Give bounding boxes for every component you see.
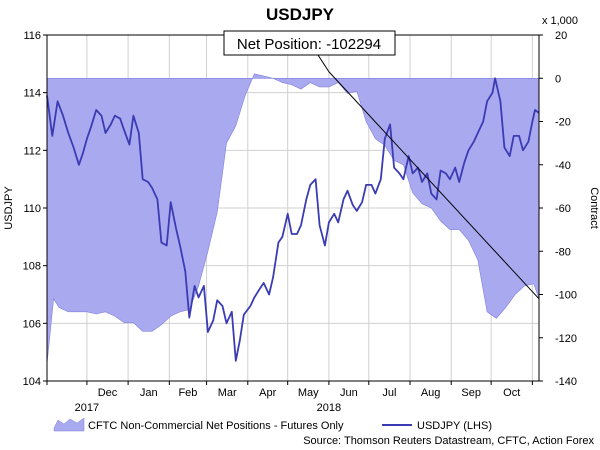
right-axis-label: Contract	[588, 187, 600, 229]
right-tick-label: -120	[555, 333, 577, 345]
left-tick-label: 116	[23, 30, 41, 42]
right-tick-label: -100	[555, 290, 577, 302]
right-tick-label: 20	[555, 30, 567, 42]
left-tick-label: 106	[23, 318, 41, 330]
series-usdjpy-line	[46, 77, 540, 362]
x-tick-label: Sep	[461, 387, 481, 399]
x-tick-label: Jul	[382, 387, 396, 399]
right-tick-label: 0	[555, 73, 561, 85]
callout-pointer	[317, 54, 330, 73]
left-tick-label: 104	[23, 376, 41, 388]
left-tick-label: 112	[23, 145, 41, 157]
legend-line-label: USDJPY (LHS)	[417, 420, 492, 432]
series-net-positions-area	[46, 73, 540, 364]
callout-box	[223, 30, 396, 56]
left-axis-label: USDJPY	[3, 186, 15, 230]
legend: CFTC Non-Commercial Net Positions - Futu…	[53, 417, 492, 432]
left-tick-label: 108	[23, 261, 41, 273]
x-tick-label: Mar	[218, 387, 237, 399]
right-tick-label: -20	[555, 117, 571, 129]
x-tick-label: Dec	[98, 387, 118, 399]
x-tick-label: Jan	[140, 387, 158, 399]
year-label: 2017	[75, 402, 99, 414]
callout-text: Net Position: -102294	[237, 36, 381, 53]
left-tick-label: 114	[23, 88, 41, 100]
right-tick-label: -140	[555, 376, 577, 388]
right-tick-label: -40	[555, 160, 571, 172]
x-tick-label: Aug	[421, 387, 441, 399]
right-tick-label: -80	[555, 246, 571, 258]
source-note: Source: Thomson Reuters Datastream, CFTC…	[303, 435, 594, 447]
year-label: 2018	[317, 402, 341, 414]
x-tick-label: Feb	[178, 387, 197, 399]
legend-area-label: CFTC Non-Commercial Net Positions - Futu…	[88, 420, 344, 432]
x-tick-label: Apr	[259, 387, 276, 399]
plot-area	[46, 35, 540, 381]
x-tick-label: Jun	[340, 387, 358, 399]
right-axis-unit: x 1,000	[542, 15, 578, 27]
x-tick-label: Oct	[503, 387, 520, 399]
legend-area-swatch	[53, 417, 85, 432]
left-tick-label: 110	[23, 203, 41, 215]
x-tick-label: May	[298, 387, 319, 399]
chart-title: USDJPY	[266, 5, 335, 24]
net-position-callout: Net Position: -102294	[223, 30, 396, 73]
trend-line	[328, 71, 540, 300]
right-tick-label: -60	[555, 203, 571, 215]
